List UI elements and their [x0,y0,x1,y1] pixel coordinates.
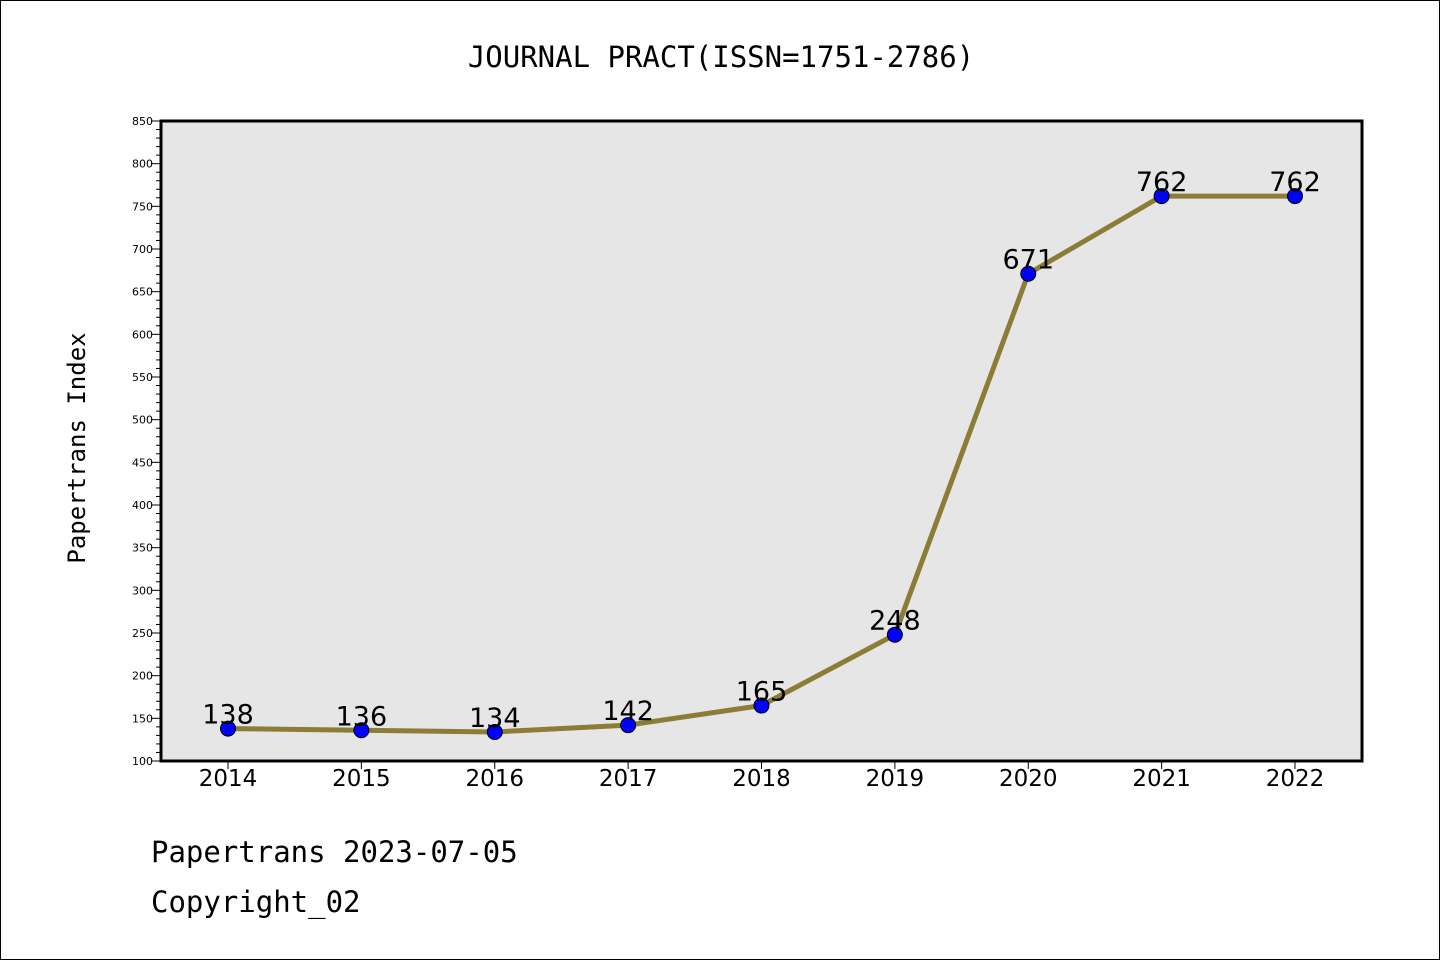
y-tick-label: 650 [132,286,153,299]
data-label: 136 [336,701,388,732]
plot-area [159,119,1364,763]
y-tick-label: 400 [132,499,153,512]
data-point [886,626,903,643]
data-label: 134 [469,703,521,734]
data-label: 762 [1269,167,1321,198]
data-point [1287,188,1303,205]
y-tick-label: 600 [132,328,153,341]
data-label: 671 [1002,245,1054,276]
data-label: 138 [202,700,254,731]
series-layer: 138 136 134 142 165 248 671 762 762 [202,167,1321,740]
x-tick-label: 2016 [465,766,524,792]
x-axis: 2014 2015 2016 2017 2018 2019 2020 2021 2022 [199,761,1325,792]
data-label: 248 [869,606,921,637]
x-tick-label: 2020 [999,766,1058,792]
y-tick-label: 350 [132,542,153,555]
chart-title: JOURNAL PRACT(ISSN=1751-2786) [468,40,974,74]
data-point [220,720,236,737]
y-tick-label: 450 [132,456,153,469]
data-point [486,723,503,740]
y-tick-label: 300 [132,584,153,597]
x-tick-label: 2014 [199,766,258,792]
x-tick-label: 2017 [599,766,658,792]
data-label: 762 [1136,167,1188,198]
y-tick-label: 700 [132,243,153,256]
y-tick-label: 750 [132,200,153,213]
x-tick-label: 2018 [732,766,791,792]
data-label: 165 [736,677,788,708]
y-axis: 100 150 200 250 300 350 400 450 500 550 600 650 700 7… [132,115,161,768]
y-tick-label: 850 [132,115,153,128]
footer-date: Papertrans 2023-07-05 [151,835,518,869]
data-point [753,697,770,714]
y-tick-label: 800 [132,158,153,171]
x-tick-label: 2015 [332,766,391,792]
y-tick-label: 500 [132,414,153,427]
y-axis-label: Papertrans Index [63,332,91,563]
data-point [1020,265,1037,282]
y-tick-label: 250 [132,627,153,640]
x-tick-label: 2019 [866,766,925,792]
y-tick-label: 200 [132,670,153,683]
data-point [353,722,370,739]
y-tick-label: 100 [132,755,153,768]
x-tick-label: 2022 [1266,766,1325,792]
data-point [620,717,637,734]
y-tick-label: 550 [132,371,153,384]
data-label: 142 [602,696,654,727]
data-point [1153,188,1170,205]
x-tick-label: 2021 [1132,766,1191,792]
footer-copyright: Copyright_02 [151,885,361,919]
y-tick-label: 150 [132,712,153,725]
